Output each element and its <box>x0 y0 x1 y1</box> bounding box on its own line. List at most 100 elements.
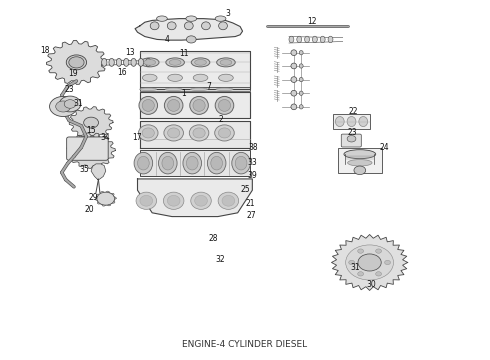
Ellipse shape <box>320 36 325 42</box>
Polygon shape <box>140 93 250 118</box>
Polygon shape <box>140 121 250 148</box>
Circle shape <box>102 196 109 201</box>
Ellipse shape <box>116 58 122 66</box>
Ellipse shape <box>164 96 183 114</box>
Ellipse shape <box>140 88 157 90</box>
Polygon shape <box>67 133 115 168</box>
Text: 29: 29 <box>89 193 98 202</box>
Ellipse shape <box>144 59 156 65</box>
Circle shape <box>358 254 381 271</box>
Ellipse shape <box>219 99 231 111</box>
Text: 11: 11 <box>179 49 189 58</box>
Ellipse shape <box>193 74 208 81</box>
Circle shape <box>64 100 76 108</box>
Text: 31: 31 <box>351 264 360 273</box>
Ellipse shape <box>186 16 196 21</box>
Ellipse shape <box>299 105 303 109</box>
Ellipse shape <box>164 125 183 141</box>
Polygon shape <box>135 19 243 40</box>
Ellipse shape <box>167 195 180 206</box>
Ellipse shape <box>139 96 158 114</box>
Circle shape <box>84 117 98 128</box>
Circle shape <box>83 145 99 157</box>
Ellipse shape <box>299 91 303 95</box>
Ellipse shape <box>101 58 107 66</box>
Bar <box>338 148 382 173</box>
Ellipse shape <box>219 74 233 81</box>
Text: 31: 31 <box>73 99 83 108</box>
Ellipse shape <box>217 58 235 67</box>
Text: 25: 25 <box>240 185 250 194</box>
Ellipse shape <box>168 128 180 138</box>
Circle shape <box>385 260 391 265</box>
Circle shape <box>349 260 355 265</box>
Ellipse shape <box>235 156 247 170</box>
Bar <box>333 114 369 129</box>
Ellipse shape <box>169 59 181 65</box>
Bar <box>140 87 250 91</box>
FancyBboxPatch shape <box>67 137 108 160</box>
Ellipse shape <box>141 58 159 67</box>
Text: 15: 15 <box>86 126 96 135</box>
Ellipse shape <box>109 58 114 66</box>
Text: 33: 33 <box>247 158 257 167</box>
Ellipse shape <box>157 16 167 21</box>
Ellipse shape <box>146 58 151 66</box>
Ellipse shape <box>347 159 372 166</box>
Polygon shape <box>91 164 106 179</box>
Text: 13: 13 <box>125 48 135 57</box>
Ellipse shape <box>159 152 177 174</box>
Ellipse shape <box>291 50 297 55</box>
Ellipse shape <box>168 74 182 81</box>
Ellipse shape <box>299 77 303 82</box>
Ellipse shape <box>195 59 206 65</box>
Ellipse shape <box>191 192 211 210</box>
Text: 28: 28 <box>208 234 218 243</box>
Circle shape <box>345 245 393 280</box>
Circle shape <box>97 192 115 205</box>
Circle shape <box>376 272 382 276</box>
Text: 23: 23 <box>64 85 74 94</box>
Text: 4: 4 <box>164 35 169 44</box>
Ellipse shape <box>165 88 182 90</box>
Text: 38: 38 <box>248 143 258 152</box>
Ellipse shape <box>328 36 333 42</box>
Ellipse shape <box>189 125 209 141</box>
Ellipse shape <box>305 36 310 42</box>
Ellipse shape <box>167 22 176 30</box>
Polygon shape <box>69 107 113 139</box>
Text: 16: 16 <box>117 68 127 77</box>
Ellipse shape <box>190 96 208 114</box>
Ellipse shape <box>183 152 201 174</box>
Ellipse shape <box>211 156 222 170</box>
Text: 19: 19 <box>68 69 78 78</box>
Circle shape <box>358 249 364 253</box>
Ellipse shape <box>201 22 210 30</box>
Polygon shape <box>331 234 408 291</box>
Ellipse shape <box>166 58 184 67</box>
Circle shape <box>358 272 364 276</box>
Ellipse shape <box>195 195 207 206</box>
Text: 34: 34 <box>100 133 110 142</box>
Text: 35: 35 <box>80 166 90 175</box>
Text: 21: 21 <box>245 199 255 208</box>
Ellipse shape <box>215 16 226 21</box>
Circle shape <box>56 101 71 112</box>
Text: 24: 24 <box>379 143 389 152</box>
Ellipse shape <box>291 104 297 110</box>
Ellipse shape <box>136 192 157 210</box>
Ellipse shape <box>299 64 303 68</box>
Ellipse shape <box>207 152 226 174</box>
Ellipse shape <box>163 192 184 210</box>
Ellipse shape <box>344 150 376 159</box>
Ellipse shape <box>359 117 368 127</box>
Ellipse shape <box>143 74 157 81</box>
Text: 20: 20 <box>85 205 95 214</box>
Text: 3: 3 <box>225 9 230 18</box>
Text: 27: 27 <box>246 211 256 220</box>
Circle shape <box>66 55 87 70</box>
Ellipse shape <box>335 117 344 127</box>
Text: 30: 30 <box>366 280 376 289</box>
Circle shape <box>351 249 388 276</box>
Ellipse shape <box>123 58 129 66</box>
